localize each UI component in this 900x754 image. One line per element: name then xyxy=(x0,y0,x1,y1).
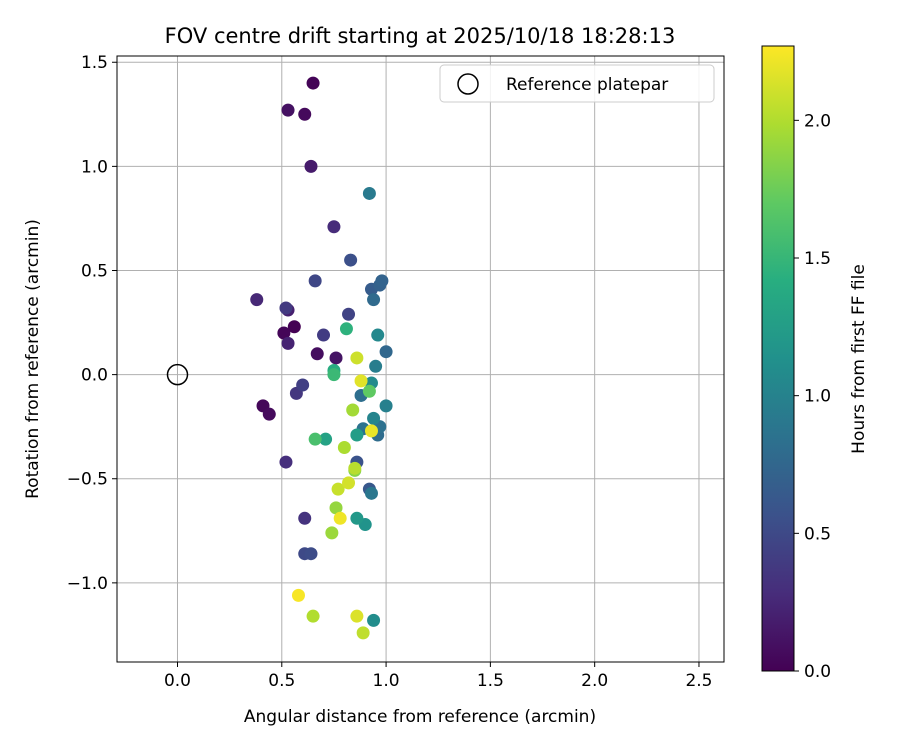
data-point xyxy=(354,374,368,388)
data-point xyxy=(339,322,353,336)
colorbar-gradient xyxy=(761,45,795,672)
x-tick-label: 0.5 xyxy=(268,671,295,691)
data-point xyxy=(333,511,347,525)
colorbar-tick-label: 1.0 xyxy=(804,387,831,407)
data-point xyxy=(379,345,393,359)
x-axis-label: Angular distance from reference (arcmin) xyxy=(244,707,596,727)
colorbar-label: Hours from first FF file xyxy=(849,264,869,454)
colorbar-tick-label: 0.0 xyxy=(804,662,831,682)
data-point xyxy=(306,609,320,623)
data-point xyxy=(367,411,381,425)
x-tick-label: 2.5 xyxy=(685,671,712,691)
y-tick-label: 1.0 xyxy=(81,157,108,177)
data-point xyxy=(277,326,291,340)
x-tick-label: 1.5 xyxy=(477,671,504,691)
data-point xyxy=(364,424,378,438)
legend: Reference platepar xyxy=(439,64,715,103)
colorbar: 0.0 0.5 1.0 1.5 2.0 Hours from first FF file xyxy=(761,45,869,682)
data-point xyxy=(350,511,364,525)
reference-marker xyxy=(166,363,189,386)
data-point xyxy=(356,626,370,640)
reference-marker-group xyxy=(166,363,189,386)
colorbar-tick-label: 2.0 xyxy=(804,111,831,131)
data-point xyxy=(350,351,364,365)
data-point xyxy=(287,320,301,334)
data-point xyxy=(329,351,343,365)
data-point xyxy=(331,482,345,496)
x-tick-label: 0.0 xyxy=(164,671,191,691)
data-point xyxy=(310,347,324,361)
data-point xyxy=(379,399,393,413)
data-point xyxy=(291,588,305,602)
y-tick-label: −1.0 xyxy=(67,574,108,594)
x-tick-label: 2.0 xyxy=(581,671,608,691)
data-point xyxy=(279,301,293,315)
data-point xyxy=(362,186,376,200)
data-point xyxy=(296,378,310,392)
y-axis-ticks: −1.0 −0.5 0.0 0.5 1.0 1.5 xyxy=(67,53,117,594)
data-point xyxy=(304,547,318,561)
data-point xyxy=(342,476,356,490)
data-point xyxy=(367,613,381,627)
data-point xyxy=(364,486,378,500)
data-point xyxy=(367,293,381,307)
legend-reference-marker xyxy=(457,73,479,95)
data-point xyxy=(281,336,295,350)
chart-title: FOV centre drift starting at 2025/10/18 … xyxy=(165,24,676,48)
colorbar-tick-label: 0.5 xyxy=(804,524,831,544)
data-point xyxy=(375,274,389,288)
data-point xyxy=(281,103,295,117)
data-point xyxy=(329,501,343,515)
data-point xyxy=(371,328,385,342)
data-point xyxy=(298,107,312,121)
colorbar-ticks: 0.0 0.5 1.0 1.5 2.0 xyxy=(794,111,831,682)
data-point xyxy=(350,428,364,442)
data-point xyxy=(337,441,351,455)
data-point xyxy=(304,159,318,173)
data-point xyxy=(298,511,312,525)
y-tick-label: 0.0 xyxy=(81,366,108,386)
data-point xyxy=(369,359,383,373)
data-point xyxy=(319,432,333,446)
grid-lines xyxy=(117,56,724,662)
data-point xyxy=(327,368,341,382)
data-point xyxy=(306,76,320,90)
data-points xyxy=(250,76,393,640)
colorbar-tick-label: 1.5 xyxy=(804,249,831,269)
data-point xyxy=(350,609,364,623)
data-point xyxy=(279,455,293,469)
data-point xyxy=(325,526,339,540)
data-point xyxy=(342,307,356,321)
x-tick-label: 1.0 xyxy=(373,671,400,691)
y-tick-label: 0.5 xyxy=(81,261,108,281)
legend-box xyxy=(439,64,715,103)
y-tick-label: −0.5 xyxy=(67,470,108,490)
data-point xyxy=(348,461,362,475)
data-point xyxy=(344,253,358,267)
y-tick-label: 1.5 xyxy=(81,53,108,73)
data-point xyxy=(362,384,376,398)
plot-frame xyxy=(116,55,725,663)
y-axis-label: Rotation from reference (arcmin) xyxy=(23,219,43,499)
data-point xyxy=(317,328,331,342)
data-point xyxy=(346,403,360,417)
data-point xyxy=(308,432,322,446)
data-point xyxy=(262,407,276,421)
legend-label-reference: Reference platepar xyxy=(506,75,668,95)
data-point xyxy=(250,293,264,307)
data-point xyxy=(327,220,341,234)
data-point xyxy=(308,274,322,288)
x-axis-ticks: 0.0 0.5 1.0 1.5 2.0 2.5 xyxy=(164,662,712,691)
